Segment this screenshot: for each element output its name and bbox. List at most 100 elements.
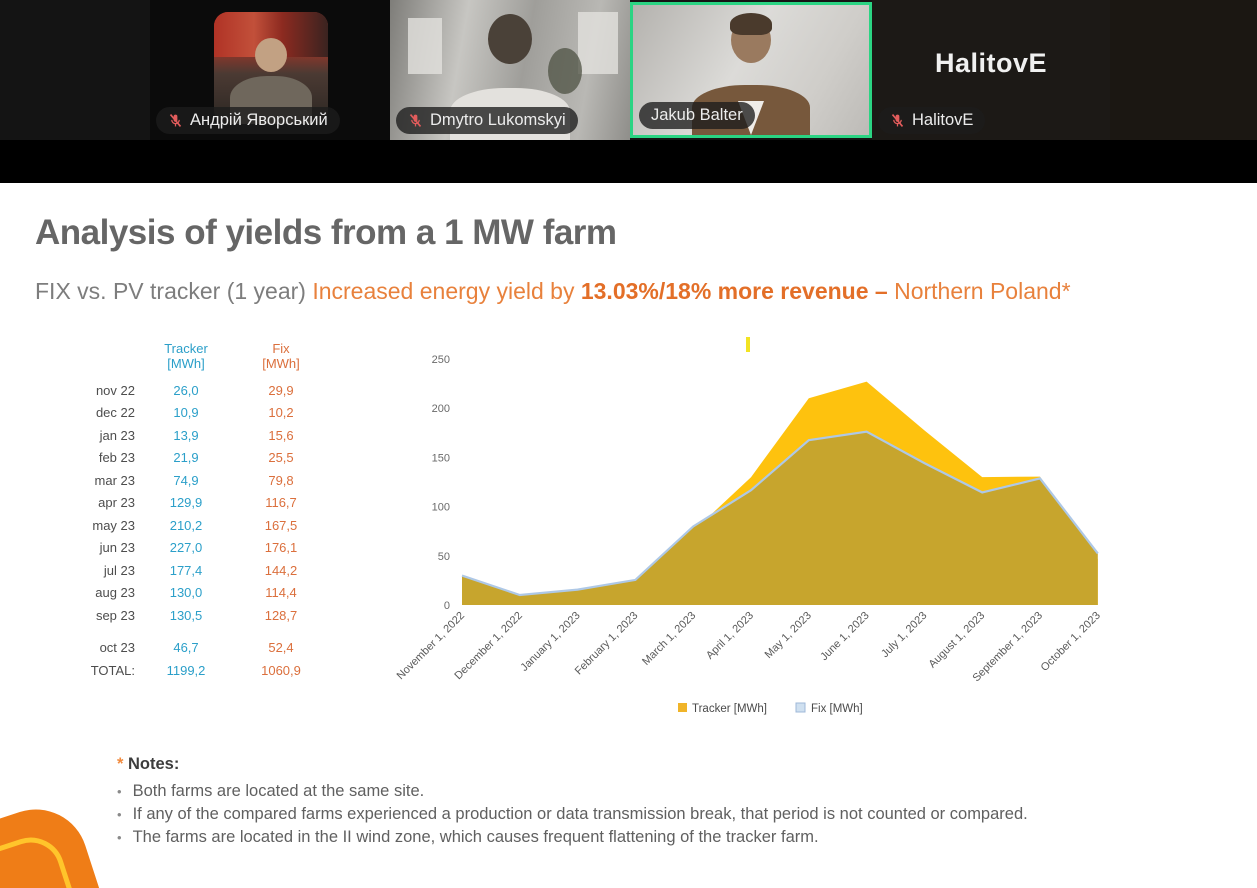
note-text: If any of the compared farms experienced… [132, 805, 1028, 823]
x-tick-label: June 1, 2023 [818, 610, 871, 663]
yield-table: Tracker [MWh] Fix [MWh] nov 22 26,0 29,9 de… [50, 341, 330, 682]
subtitle-prefix: FIX vs. PV tracker (1 year) [35, 278, 313, 304]
tracker-value: 21,9 [173, 450, 199, 466]
notes-heading-label: Notes: [128, 755, 180, 773]
table-row: jan 23 13,9 15,6 [50, 424, 330, 447]
table-row: may 23 210,2 167,5 [50, 514, 330, 537]
row-label: jan 23 [99, 427, 135, 443]
video-call-strip: Андрій Яворський Dm [0, 0, 1257, 140]
fix-area [462, 431, 1098, 605]
fix-edge-line [461, 430, 1099, 597]
x-tick-label: March 1, 2023 [640, 610, 698, 668]
shared-slide: Analysis of yields from a 1 MW farm FIX … [0, 183, 1257, 888]
slide-title: Analysis of yields from a 1 MW farm [35, 213, 617, 252]
row-label: feb 23 [98, 450, 135, 466]
tracker-value: 10,9 [173, 405, 199, 421]
y-tick-label: 150 [432, 452, 450, 464]
x-tick-label: May 1, 2023 [763, 610, 814, 661]
participant-nametag: Jakub Balter [639, 102, 755, 129]
tracker-value: 130,0 [169, 585, 203, 601]
participant-nametag: HalitovE [878, 107, 986, 134]
participant-name: Dmytro Lukomskyi [430, 111, 566, 129]
participant-tile-jakub-active-speaker[interactable]: Jakub Balter [630, 2, 872, 138]
table-row: jul 23 177,4 144,2 [50, 559, 330, 582]
participant-name: Андрій Яворський [190, 111, 328, 129]
tracker-value: 46,7 [173, 640, 199, 656]
mic-muted-icon [409, 114, 422, 127]
mic-muted-icon [891, 114, 904, 127]
legend-swatch-fix [795, 702, 806, 713]
participant-tile-andrii[interactable]: Андрій Яворський [150, 0, 390, 140]
participant-tile-halitove[interactable]: HalitovE HalitovE [872, 0, 1110, 140]
row-label: sep 23 [95, 607, 135, 623]
y-tick-label: 50 [438, 551, 450, 563]
tracker-value: 227,0 [169, 540, 203, 556]
subtitle-highlight: Increased energy yield by [312, 278, 581, 304]
table-row: aug 23 130,0 114,4 [50, 582, 330, 605]
notes-heading: * Notes: [117, 755, 1028, 774]
note-text: The farms are located in the II wind zon… [132, 828, 819, 846]
bullet-icon: • [117, 807, 122, 822]
x-tick-label: July 1, 2023 [879, 610, 929, 660]
fix-value: 10,2 [268, 405, 294, 421]
participant-display-name: HalitovE [934, 48, 1048, 78]
tracker-value: 177,4 [169, 562, 203, 578]
table-row: jun 23 227,0 176,1 [50, 537, 330, 560]
tracker-value: 1199,2 [166, 662, 206, 678]
table-row: oct 23 46,7 52,4 [50, 637, 330, 660]
note-item: • If any of the compared farms experience… [117, 803, 1028, 826]
table-row: feb 23 21,9 25,5 [50, 447, 330, 470]
video-background [214, 12, 328, 57]
tracker-value: 74,9 [173, 472, 199, 488]
legend-label-tracker: Tracker [MWh] [692, 703, 767, 715]
note-item: • The farms are located in the II wind zo… [117, 826, 1028, 849]
fix-value: 29,9 [268, 382, 294, 398]
table-row: nov 22 26,0 29,9 [50, 379, 330, 402]
col-header-tracker: Tracker [MWh] [164, 341, 208, 371]
table-row: dec 22 10,9 10,2 [50, 402, 330, 425]
fix-value: 116,7 [265, 495, 297, 511]
note-item: • Both farms are located at the same site… [117, 780, 1028, 803]
table-row: apr 23 129,9 116,7 [50, 492, 330, 515]
row-label: oct 23 [99, 640, 135, 656]
mic-muted-icon [169, 114, 182, 127]
tracker-value: 26,0 [173, 382, 199, 398]
fix-value: 79,8 [268, 472, 294, 488]
participant-name: Jakub Balter [651, 106, 743, 124]
fix-value: 15,6 [268, 427, 294, 443]
fix-value: 176,1 [264, 540, 298, 556]
row-label: mar 23 [94, 472, 135, 488]
legend-swatch-tracker [678, 703, 687, 712]
col-header-fix: Fix [MWh] [262, 341, 300, 371]
tracker-value: 210,2 [169, 517, 203, 533]
row-label: jun 23 [99, 540, 135, 556]
participant-tile-dmytro[interactable]: Dmytro Lukomskyi [390, 0, 630, 140]
table-row: mar 23 74,9 79,8 [50, 469, 330, 492]
x-tick-label: August 1, 2023 [926, 610, 987, 671]
notes-asterisk: * [117, 755, 124, 773]
slide-subtitle: FIX vs. PV tracker (1 year) Increased en… [35, 275, 1103, 307]
bullet-icon: • [117, 784, 122, 799]
y-tick-label: 200 [432, 403, 450, 415]
row-label: dec 22 [95, 405, 135, 421]
row-label: nov 22 [95, 382, 135, 398]
bullet-icon: • [117, 830, 122, 845]
x-tick-label: January 1, 2023 [518, 610, 582, 674]
table-row-total: TOTAL: 1199,2 1060,9 [50, 659, 330, 682]
notes-section: * Notes: • Both farms are located at the … [117, 755, 1028, 849]
note-text: Both farms are located at the same site. [132, 782, 425, 800]
row-label: aug 23 [95, 585, 135, 601]
participant-nametag: Dmytro Lukomskyi [396, 107, 578, 134]
fix-value: 1060,9 [261, 662, 301, 678]
fix-value: 52,4 [268, 640, 294, 656]
yield-table-header: Tracker [MWh] Fix [MWh] [50, 341, 330, 371]
x-tick-label: October 1, 2023 [1039, 610, 1103, 674]
notes-list: • Both farms are located at the same site… [117, 780, 1028, 849]
y-tick-label: 100 [432, 502, 450, 514]
annotation-cursor-mark [746, 337, 750, 352]
y-tick-label: 0 [444, 600, 450, 612]
y-tick-label: 250 [432, 354, 450, 366]
row-label: may 23 [92, 517, 135, 533]
